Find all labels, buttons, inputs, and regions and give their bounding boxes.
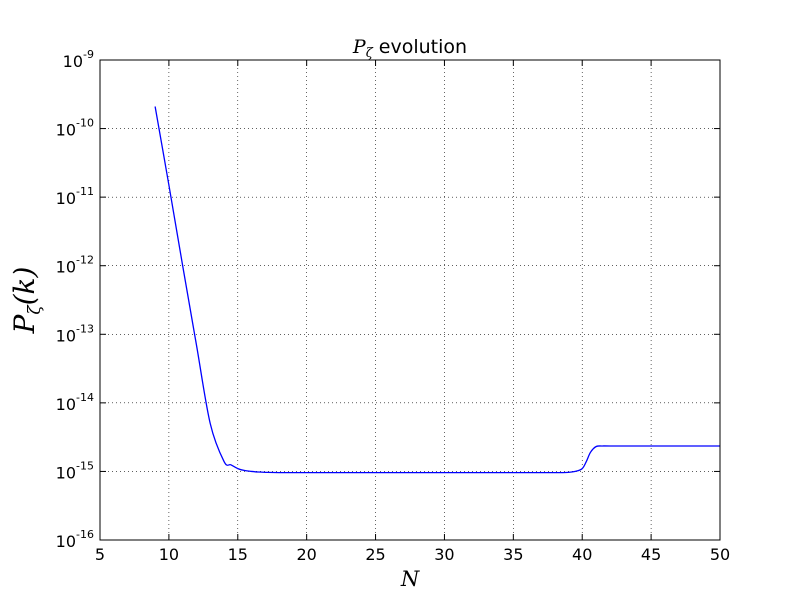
y-label-symbol: P — [8, 313, 41, 334]
grid — [100, 60, 720, 540]
series-line-0 — [154, 106, 720, 474]
title-symbol: P — [352, 36, 367, 58]
title-subscript: ζ — [366, 46, 374, 61]
x-tick-label: 5 — [95, 545, 105, 564]
y-tick-label: 10-15 — [56, 459, 94, 482]
y-tick-label: 10-10 — [56, 117, 94, 140]
x-axis-label: N — [400, 567, 420, 591]
x-axis-ticks: 5 10 15 20 25 30 35 40 45 50 — [95, 60, 730, 564]
y-label-argument: (k) — [8, 267, 41, 306]
chart-title: Pζ evolution — [352, 36, 467, 61]
x-tick-label: 40 — [572, 545, 592, 564]
y-tick-label: 10-9 — [63, 48, 94, 71]
x-tick-label: 30 — [434, 545, 454, 564]
y-axis-ticks: 10-16 10-15 10-14 10-13 10-12 10-11 10-10 10-9 — [56, 48, 720, 551]
y-tick-label: 10-11 — [56, 185, 94, 208]
y-label-subscript: ζ — [25, 304, 45, 315]
x-tick-label: 50 — [710, 545, 730, 564]
plot-frame — [99, 59, 721, 541]
y-axis-label: Pζ(k) — [8, 267, 45, 335]
title-suffix: evolution — [373, 36, 467, 58]
series-layer — [154, 106, 720, 474]
x-tick-label: 15 — [228, 545, 248, 564]
y-tick-label: 10-14 — [56, 391, 94, 414]
x-tick-label: 25 — [365, 545, 385, 564]
y-tick-label: 10-13 — [56, 322, 94, 345]
y-tick-label: 10-12 — [56, 254, 94, 277]
y-tick-label: 10-16 — [56, 528, 94, 551]
x-tick-label: 10 — [159, 545, 179, 564]
x-tick-label: 35 — [503, 545, 523, 564]
x-tick-label: 45 — [641, 545, 661, 564]
x-tick-label: 20 — [296, 545, 316, 564]
